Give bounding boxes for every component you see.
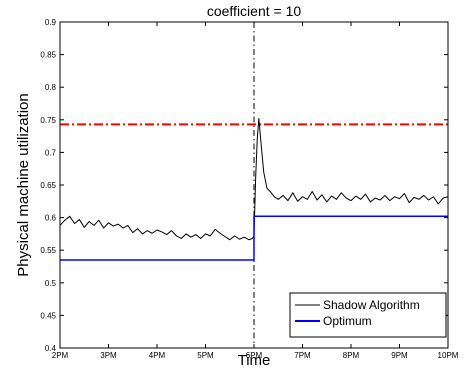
legend-box — [289, 292, 447, 338]
y-tick-label: 0.9 — [45, 18, 57, 27]
chart-title: coefficient = 10 — [207, 3, 302, 19]
y-tick-label: 0.4 — [45, 344, 57, 353]
legend: Shadow Algorithm Optimum — [289, 292, 447, 338]
x-axis-title: Time — [238, 352, 271, 369]
ticks: 2PM 3PM 4PM 5PM 6PM 7PM 8PM 9PM 10PM 0.4 0.45 0.5 0.… — [40, 18, 458, 360]
x-tick-label: 5PM — [197, 351, 214, 360]
x-tick-label: 7PM — [294, 351, 311, 360]
x-tick-label: 10PM — [438, 351, 459, 360]
y-tick-label: 0.85 — [40, 51, 56, 60]
y-tick-label: 0.45 — [40, 311, 56, 320]
x-tick-label: 6PM — [246, 351, 263, 360]
legend-label: Shadow Algorithm — [323, 298, 420, 312]
series-line-shadow-algorithm — [59, 118, 449, 241]
y-tick-label: 0.5 — [45, 279, 57, 288]
y-axis-title: Physical machine utilization — [15, 93, 32, 276]
x-tick-label: 3PM — [100, 351, 117, 360]
y-tick-label: 0.7 — [45, 148, 57, 157]
y-tick-label: 0.75 — [40, 116, 56, 125]
y-tick-label: 0.8 — [45, 83, 57, 92]
plot-content — [59, 22, 449, 348]
y-tick-label: 0.6 — [45, 214, 57, 223]
x-tick-label: 9PM — [391, 351, 408, 360]
y-tick-label: 0.55 — [40, 246, 56, 255]
x-tick-label: 4PM — [149, 351, 166, 360]
series-line-optimum — [60, 215, 448, 261]
x-tick-label: 2PM — [52, 351, 69, 360]
legend-label: Optimum — [323, 314, 372, 328]
y-tick-label: 0.65 — [40, 181, 56, 190]
x-tick-label: 8PM — [343, 351, 360, 360]
